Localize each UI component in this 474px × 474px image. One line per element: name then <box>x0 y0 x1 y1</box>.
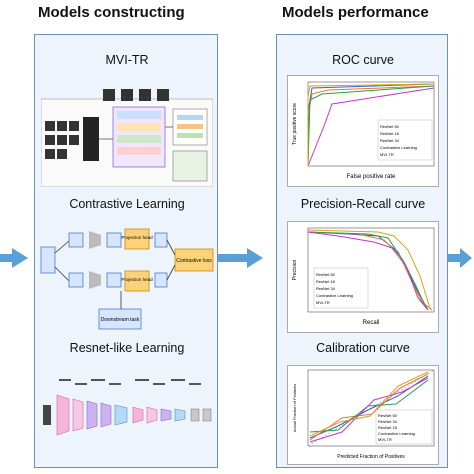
precision-recall-title: Precision-Recall curve <box>300 197 426 211</box>
roc-y-label: True positive score <box>292 103 298 145</box>
cal-legend-4: Contrastive Learning <box>378 431 415 436</box>
pr-legend-5: MVI-TR <box>316 300 330 305</box>
cal-legend-2: ResNet 34 <box>378 419 398 424</box>
pr-x-label: Recall <box>363 320 380 326</box>
roc-legend-4: Contrastive Learning <box>380 145 417 150</box>
right-heading: Models performance <box>282 4 429 21</box>
cal-legend-3: ResNet 18 <box>378 425 398 430</box>
roc-legend-2: ResNet 18 <box>380 131 400 136</box>
pr-legend-1: ResNet 50 <box>316 272 336 277</box>
roc-curve-title: ROC curve <box>332 53 394 67</box>
mvi-tr-architecture-diagram <box>41 79 213 187</box>
cal-legend-1: ResNet 50 <box>378 413 398 418</box>
roc-legend-3: ResNet 34 <box>380 138 400 143</box>
roc-x-label: False positive rate <box>347 174 396 180</box>
cal-legend-5: MVI-TR <box>378 437 392 442</box>
contrastive-learning-title: Contrastive Learning <box>69 197 185 211</box>
downstream-task-label: Downstream task <box>101 317 140 323</box>
left-heading: Models constructing <box>38 4 185 21</box>
models-constructing-panel: MVI-TR Contrastive Learning <box>34 34 218 468</box>
roc-legend-1: ResNet 50 <box>380 124 400 129</box>
pr-legend-2: ResNet 18 <box>316 279 336 284</box>
roc-legend-5: MVI-TR <box>380 152 394 157</box>
pr-y-label: Precision <box>292 260 298 281</box>
mvi-tr-title: MVI-TR <box>105 53 149 67</box>
contrastive-learning-diagram: Projection head Projection head Contrast… <box>39 223 215 335</box>
projection-head-label-2: Projection head <box>121 277 153 282</box>
resnet-like-learning-title: Resnet-like Learning <box>69 341 185 355</box>
calibration-curve-title: Calibration curve <box>316 341 410 355</box>
cal-x-label: Predicted Fraction of Positives <box>337 454 405 460</box>
resnet-like-architecture-diagram <box>39 365 215 465</box>
roc-curve-plot: ResNet 50 ResNet 18 ResNet 34 Contrastiv… <box>287 75 439 187</box>
pr-legend-4: Contrastive Learning <box>316 293 353 298</box>
cal-y-label: Actual Fraction of Positives <box>292 384 297 432</box>
pr-legend-3: ResNet 34 <box>316 286 336 291</box>
precision-recall-plot: ResNet 50 ResNet 18 ResNet 34 Contrastiv… <box>287 221 439 333</box>
models-performance-panel: ROC curve ResNet 50 ResNet 18 ResNet 34 … <box>276 34 448 468</box>
contrastive-loss-label: Contrastive loss <box>176 258 212 264</box>
calibration-curve-plot: ResNet 50 ResNet 34 ResNet 18 Contrastiv… <box>287 365 439 465</box>
projection-head-label-1: Projection head <box>121 235 153 240</box>
